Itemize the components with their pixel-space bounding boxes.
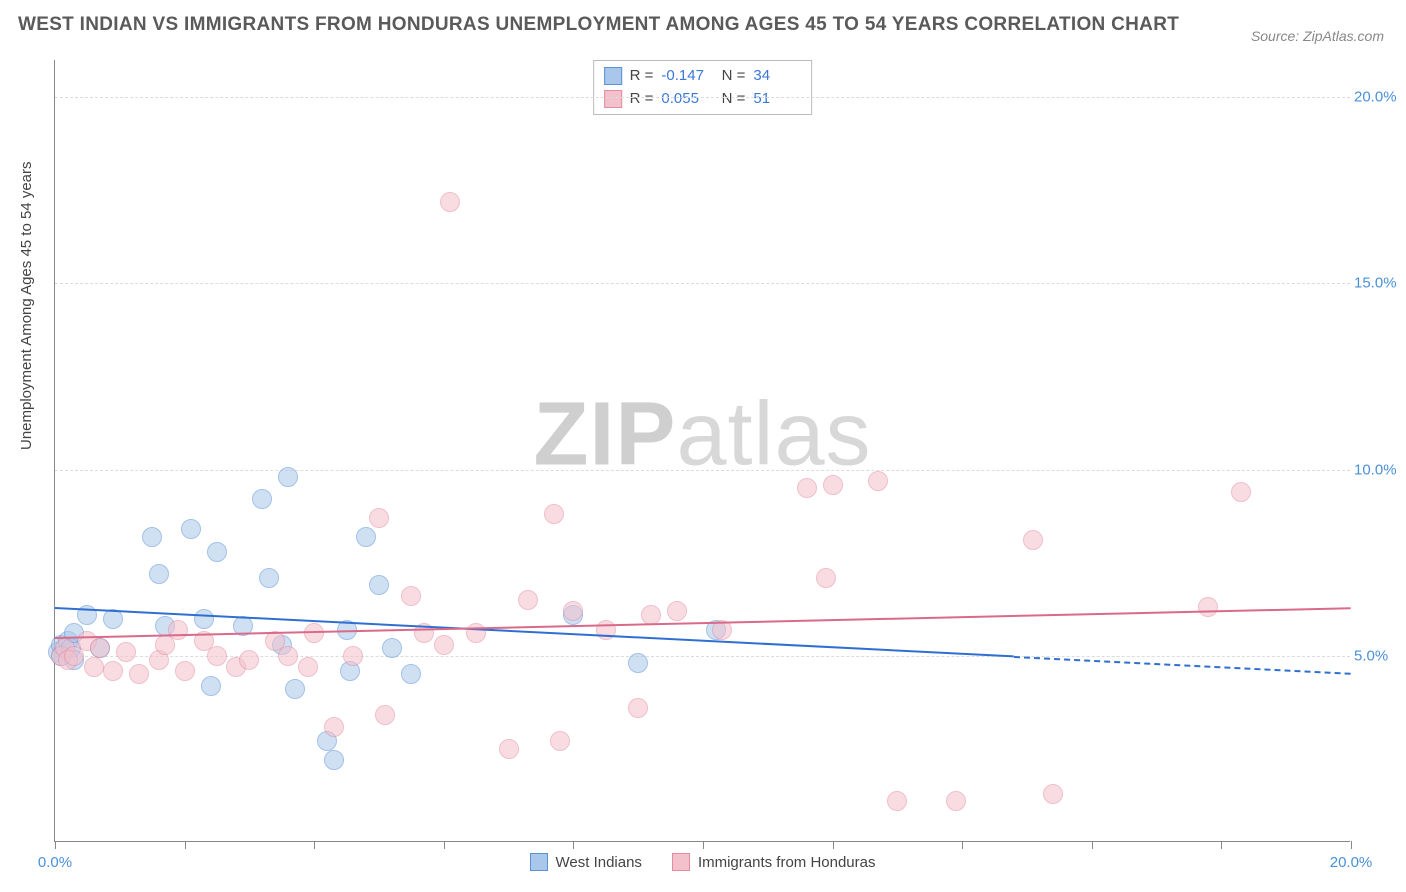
x-tick: [703, 841, 704, 849]
y-axis-title: Unemployment Among Ages 45 to 54 years: [18, 161, 35, 450]
scatter-point: [84, 657, 104, 677]
scatter-point: [401, 664, 421, 684]
scatter-point: [797, 478, 817, 498]
scatter-point: [667, 601, 687, 621]
scatter-point: [628, 653, 648, 673]
scatter-point: [868, 471, 888, 491]
scatter-point: [194, 609, 214, 629]
legend-swatch: [604, 90, 622, 108]
scatter-point: [116, 642, 136, 662]
legend-label: West Indians: [556, 854, 642, 871]
scatter-point: [343, 646, 363, 666]
gridline: [55, 97, 1350, 98]
scatter-point: [168, 620, 188, 640]
chart-title: WEST INDIAN VS IMMIGRANTS FROM HONDURAS …: [18, 14, 1179, 36]
scatter-point: [823, 475, 843, 495]
y-tick-label: 5.0%: [1354, 647, 1388, 664]
scatter-point: [401, 586, 421, 606]
scatter-point: [181, 519, 201, 539]
scatter-point: [259, 568, 279, 588]
x-tick: [55, 841, 56, 849]
scatter-point: [324, 717, 344, 737]
scatter-point: [550, 731, 570, 751]
scatter-point: [628, 698, 648, 718]
scatter-point: [285, 679, 305, 699]
scatter-point: [946, 791, 966, 811]
y-tick-label: 15.0%: [1354, 275, 1397, 292]
scatter-point: [375, 705, 395, 725]
legend-label: Immigrants from Honduras: [698, 854, 876, 871]
scatter-point: [369, 508, 389, 528]
x-tick: [833, 841, 834, 849]
scatter-point: [324, 750, 344, 770]
scatter-point: [641, 605, 661, 625]
legend-item: West Indians: [530, 853, 642, 871]
scatter-point: [142, 527, 162, 547]
y-tick-label: 10.0%: [1354, 461, 1397, 478]
scatter-point: [518, 590, 538, 610]
scatter-point: [1043, 784, 1063, 804]
scatter-point: [499, 739, 519, 759]
scatter-point: [252, 489, 272, 509]
scatter-point: [369, 575, 389, 595]
x-tick: [1092, 841, 1093, 849]
stats-row: R = -0.147 N = 34: [604, 65, 802, 88]
scatter-point: [129, 664, 149, 684]
legend-swatch: [530, 853, 548, 871]
scatter-point: [278, 467, 298, 487]
stat-n-label: N =: [717, 65, 745, 88]
stats-row: R = 0.055 N = 51: [604, 88, 802, 111]
scatter-point: [1231, 482, 1251, 502]
x-tick: [962, 841, 963, 849]
stat-n-value: 34: [753, 65, 801, 88]
stat-n-value: 51: [753, 88, 801, 111]
scatter-point: [149, 564, 169, 584]
scatter-point: [1023, 530, 1043, 550]
trend-line: [1014, 656, 1351, 675]
source-label: Source: ZipAtlas.com: [1251, 28, 1384, 44]
gridline: [55, 283, 1350, 284]
scatter-point: [175, 661, 195, 681]
scatter-point: [887, 791, 907, 811]
stat-r-value: 0.055: [661, 88, 709, 111]
scatter-point: [563, 601, 583, 621]
scatter-point: [298, 657, 318, 677]
legend-swatch: [604, 67, 622, 85]
y-tick-label: 20.0%: [1354, 89, 1397, 106]
scatter-point: [356, 527, 376, 547]
stat-r-value: -0.147: [661, 65, 709, 88]
plot-area: ZIPatlas R =-0.147 N =34R =0.055 N =51 W…: [54, 60, 1350, 842]
scatter-point: [103, 661, 123, 681]
stat-n-label: N =: [717, 88, 745, 111]
legend-item: Immigrants from Honduras: [672, 853, 876, 871]
gridline: [55, 470, 1350, 471]
x-tick: [444, 841, 445, 849]
watermark: ZIPatlas: [533, 383, 871, 486]
scatter-point: [544, 504, 564, 524]
x-tick: [1221, 841, 1222, 849]
x-tick: [1351, 841, 1352, 849]
x-tick-label: 0.0%: [38, 854, 72, 871]
stat-r-label: R =: [630, 88, 654, 111]
stats-box: R = -0.147 N = 34 R = 0.055 N = 51: [593, 60, 813, 115]
scatter-point: [816, 568, 836, 588]
scatter-point: [434, 635, 454, 655]
scatter-point: [201, 676, 221, 696]
stat-r-label: R =: [630, 65, 654, 88]
x-tick: [314, 841, 315, 849]
scatter-point: [304, 623, 324, 643]
legend-swatch: [672, 853, 690, 871]
scatter-point: [1198, 597, 1218, 617]
bottom-legend: West Indians Immigrants from Honduras: [530, 853, 876, 871]
scatter-point: [207, 646, 227, 666]
scatter-point: [440, 192, 460, 212]
scatter-point: [239, 650, 259, 670]
x-tick: [185, 841, 186, 849]
x-tick-label: 20.0%: [1330, 854, 1373, 871]
x-tick: [573, 841, 574, 849]
scatter-point: [207, 542, 227, 562]
scatter-point: [278, 646, 298, 666]
scatter-point: [382, 638, 402, 658]
scatter-point: [90, 638, 110, 658]
